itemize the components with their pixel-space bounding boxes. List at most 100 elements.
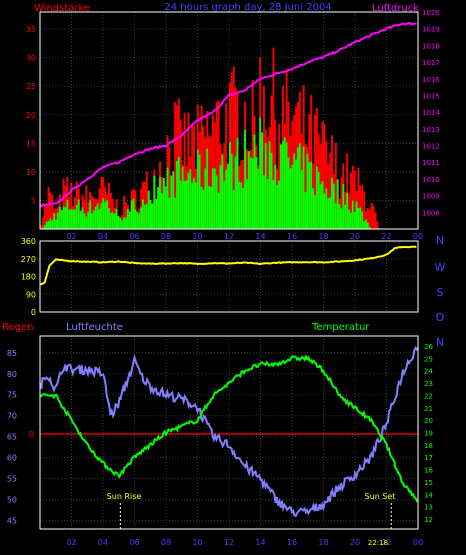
time-tick-label: 06 (129, 538, 139, 547)
gust-bar (106, 200, 109, 229)
wind-frame (39, 11, 419, 230)
wind-bar (62, 178, 65, 229)
time-tick-label: 08 (161, 538, 171, 547)
gust-bar (91, 213, 93, 229)
gust-bar (217, 192, 220, 229)
humidity-tick-label: 85 (7, 349, 17, 358)
gust-bar (72, 209, 75, 229)
gust-bar (327, 198, 330, 229)
wind-bar (193, 125, 195, 229)
direction-series (39, 245, 417, 286)
direction-tick-label: 180 (21, 273, 36, 282)
gust-bar (94, 206, 97, 229)
temperature-axis-ticks: 12 13 14 15 16 17 18 19 20 21 22 23 24 25 26 (424, 343, 433, 524)
wind-bar (51, 194, 54, 229)
gust-bar (206, 148, 209, 229)
wind-bar (278, 123, 281, 229)
wind-bar (363, 191, 366, 229)
gust-bar (344, 204, 347, 229)
gust-bar (193, 177, 195, 229)
humidity-series (39, 345, 419, 518)
time-tick-label: 00 (413, 538, 423, 547)
temperature-series (39, 354, 419, 503)
gust-bar (270, 152, 273, 229)
gust-bar (187, 172, 190, 229)
time-tick-label: 22 (381, 232, 391, 241)
gust-bar (132, 198, 135, 229)
gust-bar (302, 146, 305, 229)
gust-bar (349, 212, 352, 229)
gust-bar (308, 162, 311, 229)
wind-tick-label: 10 (26, 168, 36, 177)
wind-bar (232, 66, 235, 230)
gust-bar (98, 209, 101, 229)
temperature-tick-label: 19 (424, 430, 433, 438)
humidity-tick-label: 65 (7, 433, 17, 442)
gust-bar (230, 154, 233, 229)
wind-bar (183, 112, 186, 229)
gust-bar (55, 219, 58, 229)
wind-bar (353, 170, 356, 229)
direction-axis-ticks: 0 90 180 270 360 (21, 237, 36, 317)
gust-bar (348, 209, 350, 229)
gust-bar (145, 203, 148, 229)
gust-bar (143, 204, 146, 229)
wind-bar (55, 208, 58, 229)
time-tick-label: 22 (381, 538, 391, 547)
gust-bar (365, 219, 367, 229)
gust-bar (336, 179, 339, 229)
wind-bar (357, 167, 360, 229)
time-tick-label: 16 (287, 232, 297, 241)
gust-bar (181, 166, 184, 229)
gust-bar (166, 167, 169, 229)
time-tick-label: 10 (192, 538, 202, 547)
time-tick-label: 08 (161, 232, 171, 241)
time-tick-label: 14 (255, 232, 265, 241)
wind-bar (70, 182, 73, 229)
gust-bar (338, 204, 341, 229)
wind-tick-label: 35 (26, 25, 36, 34)
humidity-temperature-panel: Regen Luftfeuchte Temperatur 45 50 55 60 65 7… (2, 322, 433, 547)
wind-bar (210, 136, 212, 229)
gust-bar (64, 207, 67, 229)
wind-bar (43, 203, 46, 229)
gust-bar (96, 203, 99, 229)
wind-bar (370, 203, 373, 229)
temperature-tick-label: 18 (424, 442, 433, 450)
wind-bar (109, 192, 112, 229)
gust-bar (74, 209, 76, 229)
temperature-tick-label: 23 (424, 380, 433, 388)
wind-bar (145, 171, 148, 229)
wind-bar (272, 47, 275, 230)
pressure-tick-label: 1009 (422, 193, 440, 201)
gust-bar (176, 160, 178, 229)
wind-title: Windstärke (34, 3, 90, 14)
wind-bar (325, 140, 328, 229)
gust-bar (225, 169, 228, 229)
wind-bar (361, 184, 364, 229)
pressure-tick-label: 1013 (422, 126, 440, 134)
gust-bar (274, 164, 277, 229)
gust-bar (172, 171, 175, 229)
gust-bar (68, 209, 71, 229)
pressure-line (39, 21, 417, 208)
pressure-tick-label: 1012 (422, 143, 440, 151)
time-tick-label: 02 (66, 538, 76, 547)
gust-bar (223, 180, 226, 229)
gust-bar (123, 217, 126, 229)
temperature-tick-label: 13 (424, 504, 433, 512)
gust-bar (113, 213, 116, 229)
gust-bar (142, 199, 144, 229)
gust-bar (342, 183, 345, 229)
gust-bar (140, 207, 143, 229)
direction-tick-label: 360 (21, 237, 36, 246)
gust-bar (259, 117, 262, 229)
gust-bar (53, 213, 56, 229)
gust-bar (351, 200, 354, 229)
gust-bar (213, 168, 216, 229)
gust-bar (295, 159, 298, 229)
gust-bar (298, 143, 301, 229)
gust-bar (281, 141, 284, 229)
